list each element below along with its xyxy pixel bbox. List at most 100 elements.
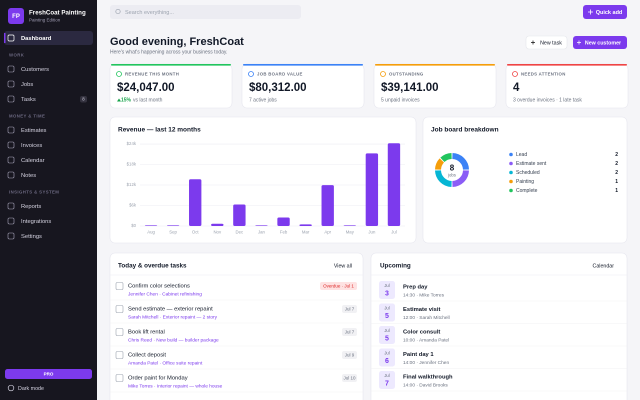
task-checkbox[interactable] [115, 374, 124, 382]
task-checkbox[interactable] [115, 282, 124, 290]
date-box [379, 303, 395, 322]
calendar-link[interactable]: Calendar [593, 263, 615, 269]
nav-item[interactable]: Customers [21, 67, 49, 73]
nav-badge [80, 96, 87, 103]
nav-item[interactable]: Integrations [21, 219, 51, 225]
kpi-note: 7 active jobs [249, 98, 277, 104]
pro-button[interactable] [5, 369, 92, 379]
x-tick-label: Dec [236, 230, 244, 235]
upcoming-card [370, 252, 628, 400]
kpi-icon [116, 71, 122, 77]
nav-icon [7, 65, 15, 73]
dark-mode-toggle[interactable]: Dark mode [18, 386, 44, 392]
event-meta: 14:00 · David Brooks [403, 382, 448, 388]
x-tick-label: Jan [258, 230, 266, 235]
nav-item[interactable]: Settings [21, 234, 42, 240]
due-badge [342, 351, 357, 359]
due-badge [342, 305, 357, 313]
new-customer-label[interactable]: New customer [585, 40, 621, 46]
nav-item[interactable]: Jobs [21, 82, 33, 88]
donut-segment [452, 170, 469, 187]
bar [144, 225, 158, 226]
card-title: Today & overdue tasks [118, 263, 187, 270]
chart-title: Revenue — last 12 months [118, 127, 201, 134]
y-tick-label: $6k [129, 203, 137, 208]
new-task-label[interactable]: New task [540, 40, 562, 46]
event-title[interactable]: Final walkthrough [403, 375, 453, 381]
task-detail: Sarah Mitchell · Exterior repaint — 2 st… [128, 314, 218, 320]
view-all-link[interactable]: View all [334, 263, 352, 269]
logo: FP [12, 14, 20, 20]
kpi-label: OUTSTANDING [389, 72, 424, 77]
nav-icon [7, 95, 15, 103]
quick-add-label[interactable]: Quick add [596, 10, 623, 16]
kpi-stripe [375, 64, 495, 66]
kpi-value: 4 [513, 82, 520, 94]
nav-heading: INSIGHTS & SYSTEM [9, 190, 59, 195]
legend-swatch [509, 161, 513, 166]
task-title[interactable]: Order paint for Monday [128, 376, 188, 382]
event-title[interactable]: Color consult [403, 330, 440, 336]
nav-item[interactable]: Estimates [21, 128, 47, 134]
x-tick-label: May [346, 230, 355, 235]
due-label: Jul 10 [343, 375, 356, 380]
kpi-label: NEEDS ATTENTION [521, 72, 566, 77]
task-title[interactable]: Confirm color selections [128, 284, 190, 290]
y-tick-label: $0 [131, 223, 136, 228]
bar [321, 185, 334, 226]
task-checkbox[interactable] [115, 351, 124, 359]
x-tick-label: Jun [368, 230, 376, 235]
task-detail: Chris Reed · New build — builder package [128, 337, 219, 343]
task-title[interactable]: Collect deposit [128, 353, 166, 359]
event-day: 5 [385, 313, 389, 320]
kpi-note: vs last month [133, 98, 163, 104]
task-title[interactable]: Book lift rental [128, 330, 165, 336]
legend-label: Estimate sent [516, 161, 547, 167]
due-label: Jul 7 [345, 329, 355, 334]
nav-item[interactable]: Calendar [21, 158, 45, 164]
nav-item[interactable]: Tasks [21, 97, 36, 103]
nav-icon [7, 232, 15, 240]
kpi-icon [512, 71, 518, 77]
task-detail: Amanda Patel · Office suite repaint [128, 360, 203, 366]
y-tick-label: $24k [127, 141, 137, 146]
event-month: Jul [384, 373, 389, 378]
kpi-label: JOB BOARD VALUE [257, 72, 303, 77]
quick-add-button[interactable] [583, 5, 627, 19]
due-label: Overdue · Jul 1 [323, 283, 354, 288]
nav-item[interactable]: Invoices [21, 143, 42, 149]
task-title[interactable]: Send estimate — exterior repaint [128, 307, 213, 313]
event-title[interactable]: Prep day [403, 285, 428, 291]
x-tick-label: Oct [192, 230, 199, 235]
legend-label: Complete [516, 188, 538, 194]
new-task-button[interactable] [525, 35, 568, 50]
event-meta: 10:00 · Amanda Patel [403, 337, 449, 343]
search-box[interactable] [110, 5, 301, 19]
kpi-label: REVENUE THIS MONTH [125, 72, 179, 77]
nav-item[interactable]: Notes [21, 173, 36, 179]
greeting: Good evening, FreshCoat [110, 36, 244, 48]
nav-item[interactable]: Reports [21, 204, 41, 210]
kpi-note: 5 unpaid invoices [381, 98, 420, 104]
legend-swatch [509, 188, 513, 193]
nav-active[interactable] [4, 31, 93, 45]
nav-item[interactable]: Dashboard [21, 36, 52, 42]
task-checkbox[interactable] [115, 305, 124, 313]
bar [299, 224, 312, 226]
event-month: Jul [384, 306, 389, 311]
x-tick-label: Apr [324, 230, 331, 235]
x-tick-label: Aug [147, 230, 155, 235]
pro-label[interactable]: PRO [44, 372, 54, 377]
date-box [379, 348, 395, 367]
donut-segment [452, 153, 469, 170]
task-checkbox[interactable] [115, 328, 124, 336]
event-title[interactable]: Paint day 1 [403, 352, 434, 358]
legend-swatch [509, 179, 513, 184]
nav-icon [7, 156, 15, 164]
kpi-stripe [111, 64, 231, 66]
legend-label: Scheduled [516, 170, 540, 176]
event-title[interactable]: Estimate visit [403, 307, 440, 313]
nav-badge-count: 8 [82, 97, 85, 102]
legend-value: 2 [615, 161, 618, 167]
new-customer-button[interactable] [573, 36, 627, 49]
